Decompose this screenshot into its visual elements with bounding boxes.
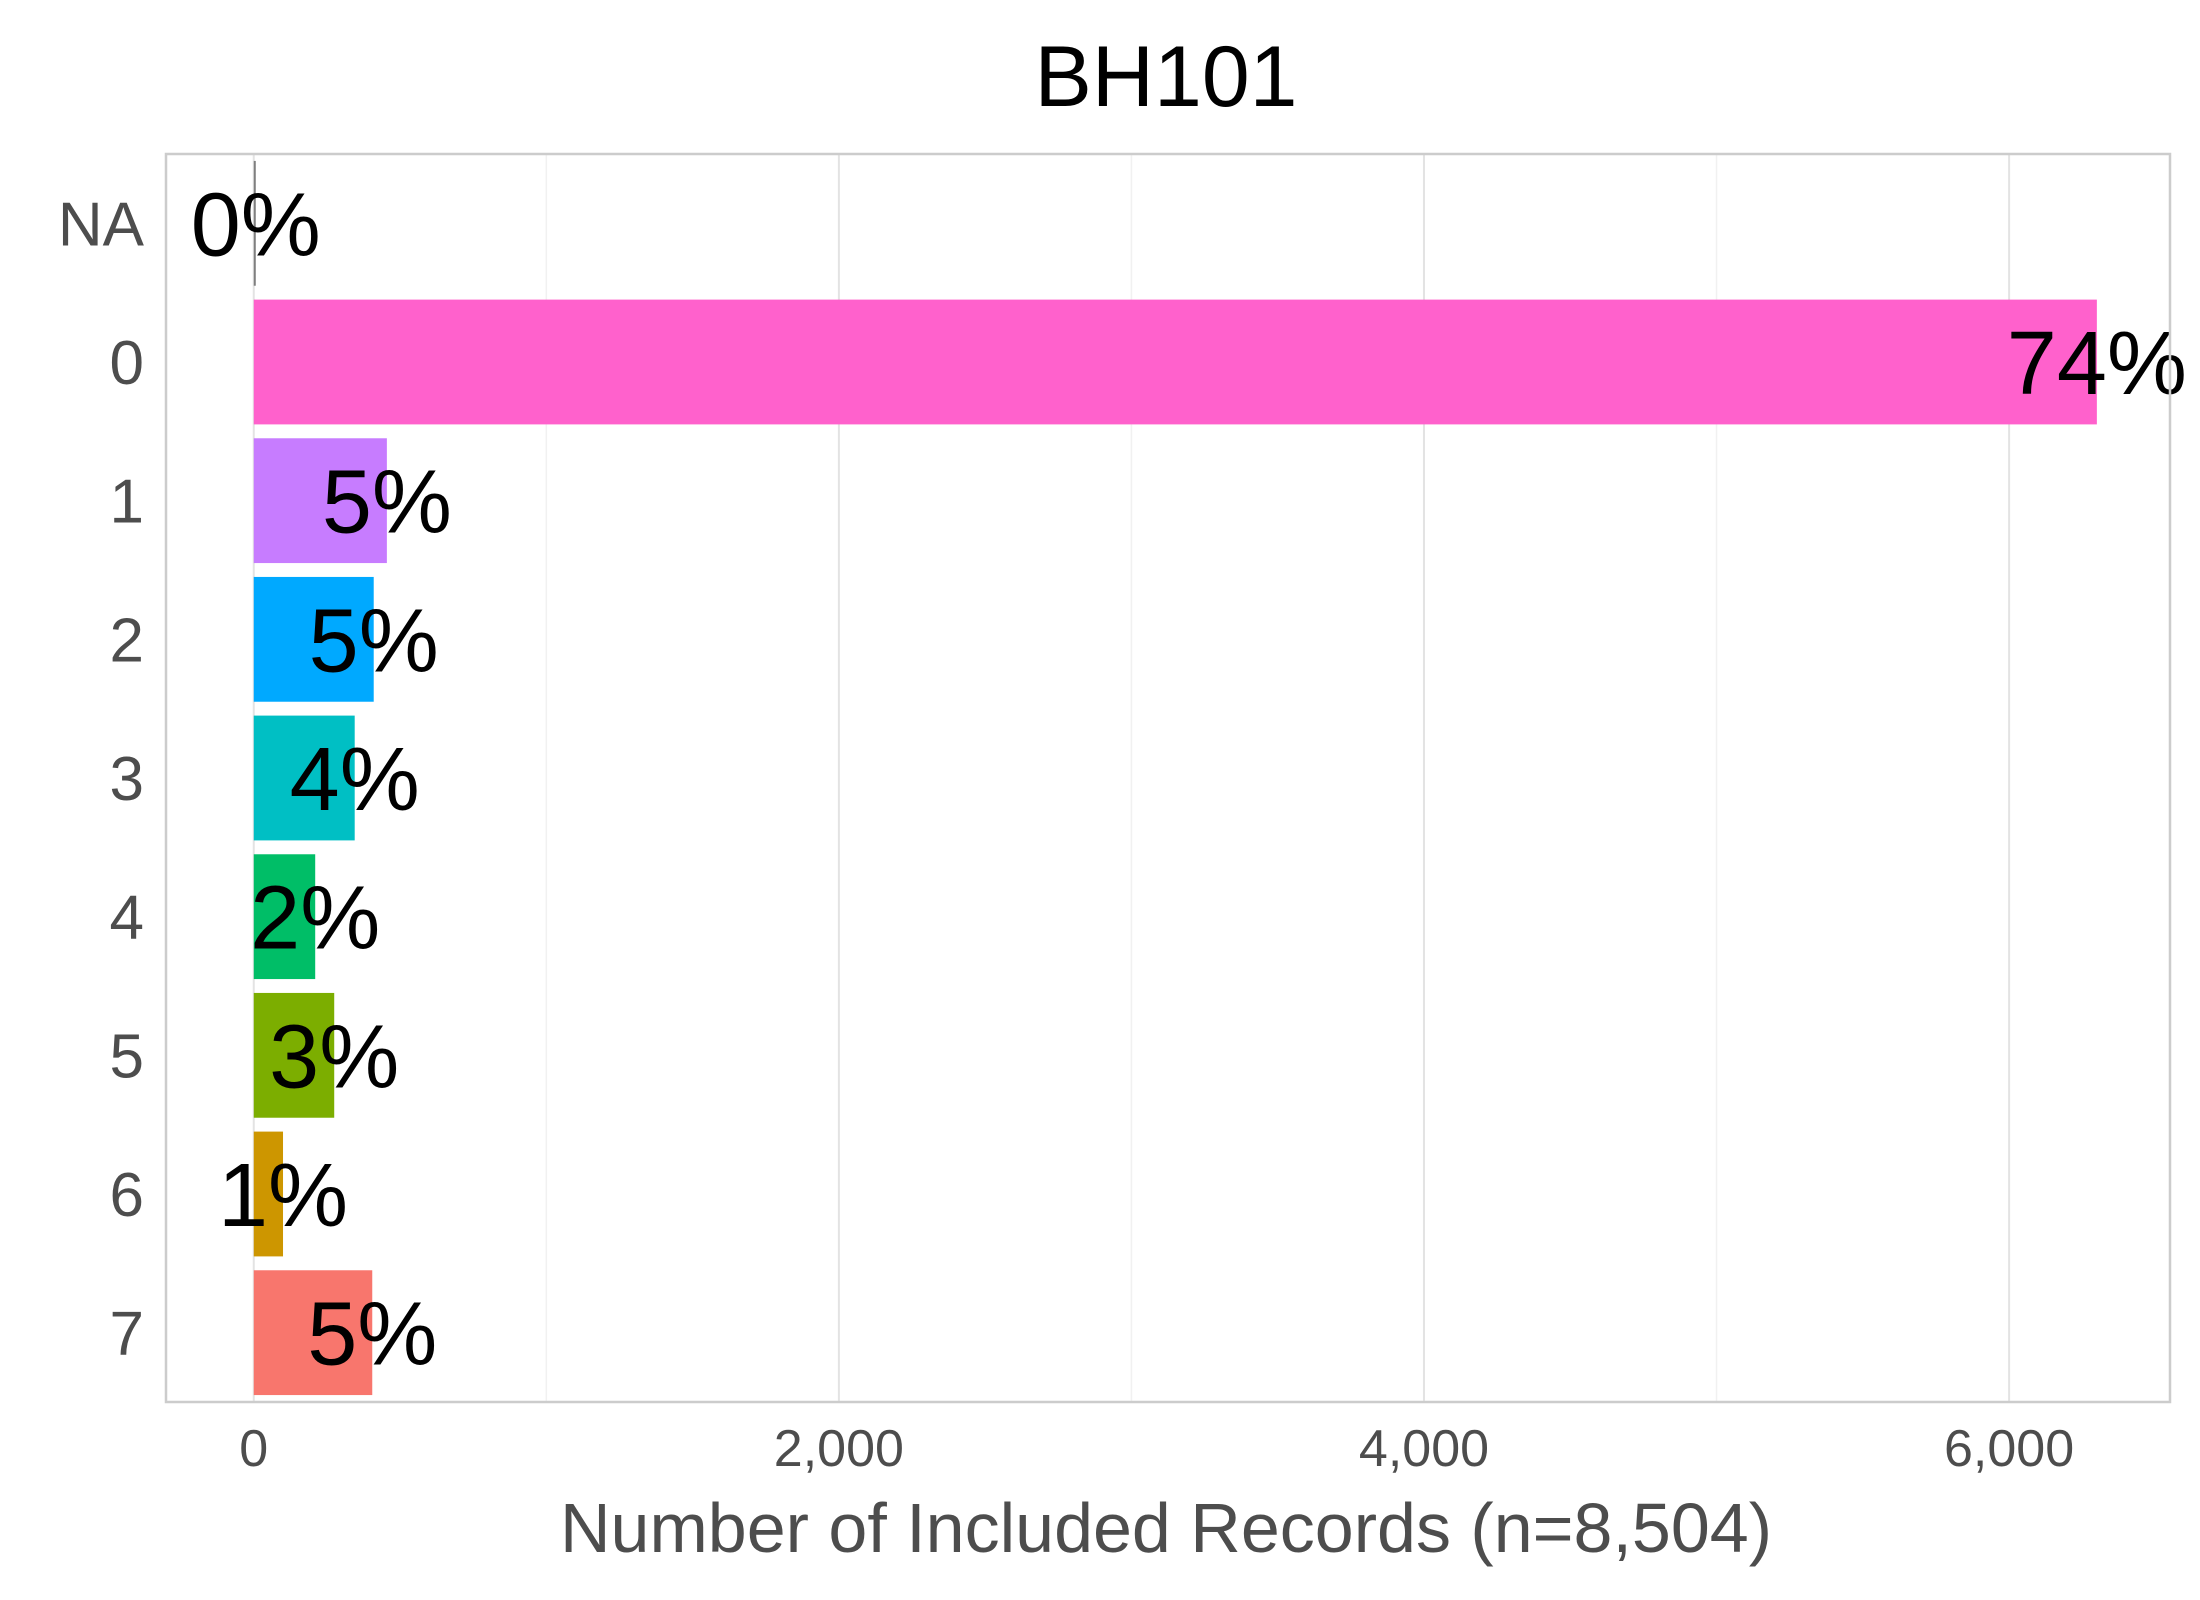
bar [253,992,335,1118]
y-tick-label: 7 [110,1300,144,1369]
chart-title: BH101 [1035,29,1298,125]
data-label: 5% [322,453,452,553]
y-tick-label: 4 [110,884,144,953]
data-label: 5% [307,1285,437,1385]
y-tick-label: 6 [110,1161,144,1230]
x-axis-labels: 0 2,000 4,000 6,000 [239,1420,2074,1478]
x-tick-label: 4,000 [1359,1420,1489,1478]
data-labels: 0% 74% 5% 5% 4% 2% 3% 1% 5% [191,175,2187,1384]
bar [253,299,2097,425]
bar [253,576,374,702]
bars [253,160,2097,1396]
y-tick-label: 2 [110,606,144,675]
x-axis-title: Number of Included Records (n=8,504) [560,1489,1772,1567]
data-label: 3% [269,1007,399,1107]
bar [253,438,387,564]
data-label: 4% [290,730,420,830]
y-tick-label: 5 [110,1022,144,1091]
x-tick-label: 6,000 [1944,1420,2074,1478]
y-axis-labels: NA 0 1 2 3 4 5 6 7 [58,190,145,1368]
y-tick-label: 1 [110,468,144,537]
y-tick-label: NA [58,190,145,259]
y-tick-label: 0 [110,329,144,398]
bar [253,854,316,980]
x-tick-label: 2,000 [774,1420,904,1478]
plot-panel-border [164,152,2172,1404]
data-label: 5% [309,591,439,691]
bar [253,1131,284,1257]
data-label: 2% [250,869,380,969]
y-tick-label: 3 [110,745,144,814]
x-tick-label: 0 [239,1420,268,1478]
data-label: 0% [191,175,321,275]
data-label: 1% [218,1146,348,1246]
data-label: 74% [2007,314,2187,414]
bar [253,1270,373,1396]
bar [253,160,256,286]
bar [253,715,355,841]
